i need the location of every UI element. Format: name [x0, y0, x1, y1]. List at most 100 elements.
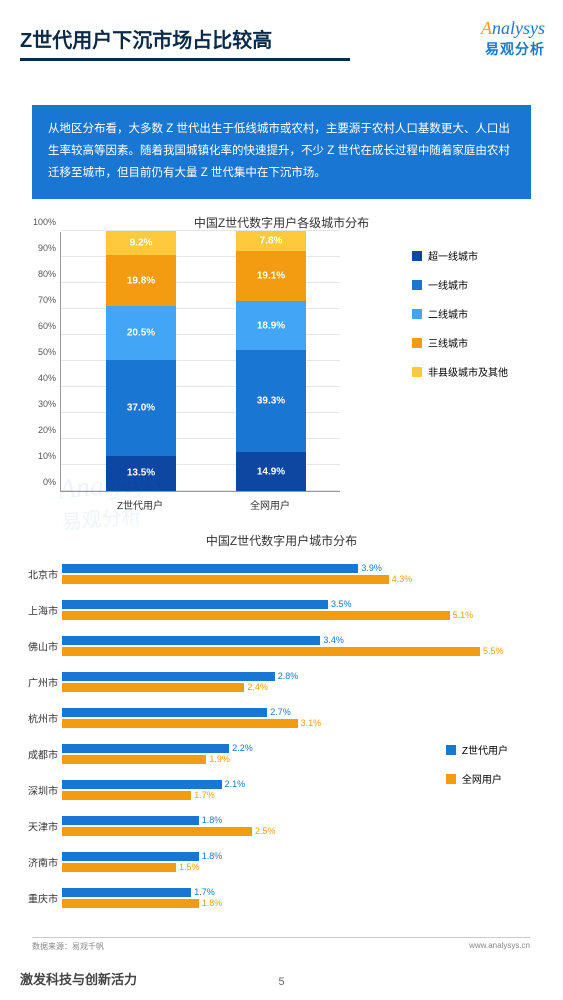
hbar-value: 3.1% — [298, 718, 322, 728]
city-label: 佛山市 — [18, 639, 58, 654]
city-label: 成都市 — [18, 747, 58, 762]
hbar-value: 2.7% — [267, 707, 291, 717]
legend-item: 一线城市 — [412, 277, 508, 292]
hbar-all: 2.4% — [62, 683, 244, 692]
city-label: 天津市 — [18, 819, 58, 834]
y-axis: 0%10%20%30%40%50%60%70%80%90%100% — [22, 232, 58, 492]
legend-swatch — [412, 280, 422, 290]
bar-segment: 19.1% — [236, 251, 306, 301]
legend-swatch — [412, 338, 422, 348]
bar-segment: 18.9% — [236, 301, 306, 350]
hbar-genz: 1.8% — [62, 852, 199, 861]
segment-value: 39.3% — [257, 396, 285, 407]
hbar-value: 1.7% — [191, 887, 215, 897]
page-title: Z世代用户下沉市场占比较高 — [20, 24, 272, 53]
legend-swatch — [412, 367, 422, 377]
brand-logo: Analysys 易观分析 — [481, 18, 545, 59]
y-tick: 40% — [38, 373, 56, 383]
stacked-bar: 14.9% 39.3% 18.9% 19.1%7.8% — [236, 231, 306, 491]
logo-rest: nalysys — [492, 18, 545, 38]
bar-segment: 7.8% — [236, 231, 306, 251]
city-row: 上海市3.5%5.1% — [62, 592, 518, 628]
hbar-value: 2.5% — [252, 826, 276, 836]
hbar-genz: 3.5% — [62, 600, 328, 609]
stacked-legend: 超一线城市一线城市二线城市三线城市非县级城市及其他 — [412, 248, 508, 393]
source-note: 数据来源：易观千帆 www.analysys.cn — [32, 937, 530, 952]
title-underline — [20, 58, 350, 61]
bar-segment: 13.5% — [106, 456, 176, 491]
y-tick: 100% — [33, 217, 56, 227]
legend-item: Z世代用户 — [446, 742, 508, 757]
hbar-value: 1.9% — [206, 754, 230, 764]
city-label: 广州市 — [18, 675, 58, 690]
hbar-all: 4.3% — [62, 575, 389, 584]
hbar-genz: 3.4% — [62, 636, 320, 645]
hbar-value: 2.8% — [275, 671, 299, 681]
hbar-chart-title: 中国Z世代数字用户城市分布 — [0, 532, 563, 549]
hbar-value: 5.1% — [450, 610, 474, 620]
city-row: 重庆市1.7%1.8% — [62, 880, 518, 916]
x-category-label: 全网用户 — [235, 497, 305, 512]
hbar-value: 3.9% — [358, 563, 382, 573]
legend-item: 全网用户 — [446, 771, 508, 786]
stacked-chart: 0%10%20%30%40%50%60%70%80%90%100% 13.5%3… — [60, 232, 340, 512]
legend-swatch — [412, 309, 422, 319]
stacked-plot-area: 13.5%37.0%20.5%19.8%9.2%14.9%39.3%18.9%1… — [60, 232, 340, 492]
legend-item: 二线城市 — [412, 306, 508, 321]
logo-english: Analysys — [481, 18, 545, 39]
hbar-value: 1.8% — [199, 851, 223, 861]
legend-item: 三线城市 — [412, 335, 508, 350]
hbar-genz: 2.2% — [62, 744, 229, 753]
intro-text: 从地区分布看，大多数 Z 世代出生于低线城市或农村，主要源于农村人口基数更大、人… — [32, 105, 531, 199]
segment-value: 37.0% — [127, 402, 155, 413]
segment-value: 18.9% — [257, 320, 285, 331]
legend-label: 超一线城市 — [428, 248, 478, 263]
city-label: 杭州市 — [18, 711, 58, 726]
hbar-genz: 2.1% — [62, 780, 222, 789]
footer-tagline: 激发科技与创新活力 — [20, 969, 137, 988]
hbar-all: 1.8% — [62, 899, 199, 908]
hbar-value: 4.3% — [389, 574, 413, 584]
hbar-all: 1.7% — [62, 791, 191, 800]
hbar-all: 5.5% — [62, 647, 480, 656]
legend-swatch — [446, 774, 456, 784]
bar-segment: 19.8% — [106, 255, 176, 306]
city-row: 济南市1.8%1.5% — [62, 844, 518, 880]
hbar-chart: 北京市3.9%4.3%上海市3.5%5.1%佛山市3.4%5.5%广州市2.8%… — [62, 556, 518, 916]
hbar-all: 3.1% — [62, 719, 298, 728]
y-tick: 90% — [38, 243, 56, 253]
y-tick: 50% — [38, 347, 56, 357]
data-source: 数据来源：易观千帆 — [32, 942, 104, 951]
source-url: www.analysys.cn — [469, 941, 530, 950]
city-label: 深圳市 — [18, 783, 58, 798]
hbar-all: 1.9% — [62, 755, 206, 764]
page-number: 5 — [278, 976, 284, 988]
logo-a: A — [481, 18, 492, 38]
y-tick: 10% — [38, 451, 56, 461]
city-label: 北京市 — [18, 567, 58, 582]
y-tick: 20% — [38, 425, 56, 435]
hbar-genz: 1.7% — [62, 888, 191, 897]
hbar-value: 1.8% — [199, 898, 223, 908]
hbar-value: 3.5% — [328, 599, 352, 609]
city-row: 广州市2.8%2.4% — [62, 664, 518, 700]
legend-item: 非县级城市及其他 — [412, 364, 508, 379]
hbar-value: 2.2% — [229, 743, 253, 753]
hbar-value: 1.8% — [199, 815, 223, 825]
hbar-all: 1.5% — [62, 863, 176, 872]
stacked-bar: 13.5%37.0%20.5%19.8%9.2% — [106, 231, 176, 491]
bar-segment: 14.9% — [236, 452, 306, 491]
legend-label: 三线城市 — [428, 335, 468, 350]
legend-item: 超一线城市 — [412, 248, 508, 263]
legend-label: 非县级城市及其他 — [428, 364, 508, 379]
hbar-value: 1.7% — [191, 790, 215, 800]
city-row: 佛山市3.4%5.5% — [62, 628, 518, 664]
city-label: 上海市 — [18, 603, 58, 618]
y-tick: 0% — [43, 477, 56, 487]
segment-value: 9.2% — [130, 238, 153, 249]
bar-segment: 9.2% — [106, 231, 176, 255]
segment-value: 19.8% — [127, 275, 155, 286]
city-row: 杭州市2.7%3.1% — [62, 700, 518, 736]
y-tick: 80% — [38, 269, 56, 279]
y-tick: 60% — [38, 321, 56, 331]
